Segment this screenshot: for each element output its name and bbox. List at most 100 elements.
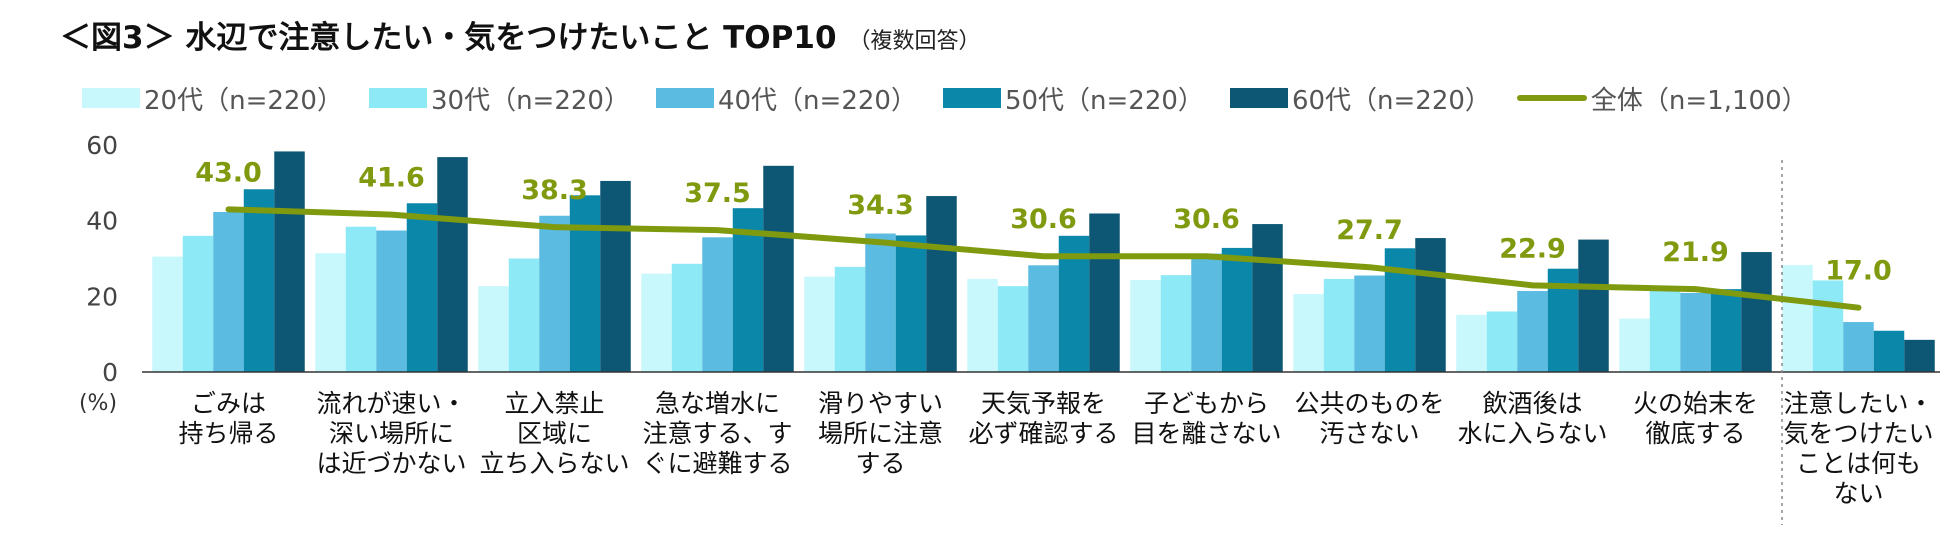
bar: [1160, 275, 1192, 372]
bar: [1456, 314, 1487, 372]
category-label: 区域に: [517, 419, 592, 448]
category-label: 天気予報を: [981, 389, 1106, 418]
bar: [1191, 253, 1222, 372]
bar: [539, 215, 570, 372]
bar: [1812, 280, 1844, 372]
bar: [763, 165, 794, 372]
category-label: 注意したい・: [1783, 389, 1933, 418]
category-label: 立ち入らない: [479, 449, 629, 478]
category-label: 滑りやすい: [818, 389, 943, 418]
category-label: 目を離さない: [1131, 419, 1281, 448]
bar: [478, 286, 509, 372]
bar: [1293, 294, 1324, 372]
bar: [967, 278, 998, 372]
legend-item: 50代（n=220）: [942, 80, 1204, 117]
bar: [1680, 292, 1711, 372]
legend-label: 60代（n=220）: [1291, 85, 1491, 116]
category-label: ぐに避難する: [642, 449, 792, 478]
bar: [671, 263, 703, 372]
bar: [1517, 291, 1548, 372]
bar: [213, 211, 244, 372]
legend-item: 20代（n=220）: [82, 80, 343, 117]
legend-item: 全体（n=1,100）: [1516, 80, 1808, 117]
category-label: 深い場所に: [329, 419, 454, 448]
y-tick-label: 20: [86, 282, 118, 311]
data-label: 22.9: [1499, 233, 1566, 264]
category-label: は近づかない: [316, 449, 466, 478]
category-label: 流れが速い・: [316, 389, 466, 418]
bar: [1130, 280, 1161, 372]
data-label: 41.6: [358, 163, 425, 194]
bar: [1089, 213, 1120, 372]
total-line: [225, 206, 1862, 311]
bar: [895, 235, 927, 372]
data-label: 30.6: [1010, 204, 1077, 235]
bar: [1578, 239, 1609, 372]
data-label: 43.0: [195, 157, 262, 188]
legend-item: 30代（n=220）: [368, 80, 630, 117]
bar: [1873, 330, 1905, 372]
bar: [1782, 264, 1813, 372]
bar: [926, 196, 957, 372]
legend: 20代（n=220） 30代（n=220） 40代（n=220） 50代（n=220）…: [82, 80, 1834, 116]
y-unit-label: (%): [79, 391, 117, 416]
category-label: 子どもから: [1144, 389, 1269, 418]
category-label: 気をつけたい: [1783, 419, 1933, 448]
chart-subtitle: （複数回答）: [848, 29, 981, 54]
bar: [569, 195, 601, 372]
category-label: 徹底する: [1645, 419, 1745, 448]
bar: [274, 151, 305, 372]
bar: [315, 253, 346, 372]
chart-title-main: ＜図3＞ 水辺で注意したい・気をつけたいこと TOP10: [60, 20, 837, 56]
legend-label: 50代（n=220）: [1004, 85, 1204, 116]
bar: [834, 266, 866, 372]
bar: [152, 256, 183, 372]
y-tick-label: 60: [86, 131, 118, 160]
bar: [1252, 224, 1283, 372]
bar: [600, 180, 631, 372]
bar: [243, 189, 275, 372]
category-label: 水に入らない: [1457, 419, 1607, 448]
legend-line-swatch: [1516, 95, 1587, 101]
category-label: する: [855, 449, 905, 478]
legend-label: 全体（n=1,100）: [1590, 85, 1808, 116]
category-label: 飲酒後は: [1482, 389, 1582, 418]
bar: [1741, 252, 1772, 372]
bar: [1028, 265, 1059, 372]
legend-item: 60代（n=220）: [1229, 80, 1491, 117]
bar: [345, 226, 377, 372]
legend-label: 40代（n=220）: [717, 85, 917, 116]
category-label: ごみは: [191, 389, 266, 418]
legend-swatch: [1229, 88, 1288, 108]
bar: [1710, 289, 1742, 372]
data-label: 37.5: [684, 178, 751, 209]
bar: [437, 157, 468, 372]
bar: [997, 286, 1029, 372]
bar: [1486, 311, 1518, 372]
category-label: 必ず確認する: [968, 419, 1118, 448]
data-label: 34.3: [847, 190, 914, 221]
bar: [406, 203, 438, 372]
bar: [1649, 290, 1681, 372]
data-label: 30.6: [1173, 204, 1240, 235]
category-label: 持ち帰る: [178, 419, 278, 448]
bar: [865, 233, 896, 372]
category-label: 場所に注意: [818, 419, 943, 448]
bar: [1904, 339, 1935, 372]
category-label: ない: [1833, 479, 1883, 508]
legend-swatch: [942, 88, 1001, 108]
category-label: ことは何も: [1796, 449, 1921, 478]
bar: [508, 258, 540, 372]
category-label: 汚さない: [1319, 419, 1419, 448]
legend-swatch: [82, 88, 140, 108]
legend-swatch: [655, 88, 714, 108]
legend-item: 40代（n=220）: [655, 80, 917, 117]
y-tick-label: 0: [102, 358, 118, 387]
bar: [376, 230, 407, 372]
chart-title: ＜図3＞ 水辺で注意したい・気をつけたいこと TOP10 （複数回答）: [60, 12, 981, 57]
bar: [702, 237, 733, 372]
bar: [1619, 318, 1650, 372]
category-label: 注意する、す: [642, 419, 792, 448]
legend-label: 20代（n=220）: [144, 85, 343, 116]
